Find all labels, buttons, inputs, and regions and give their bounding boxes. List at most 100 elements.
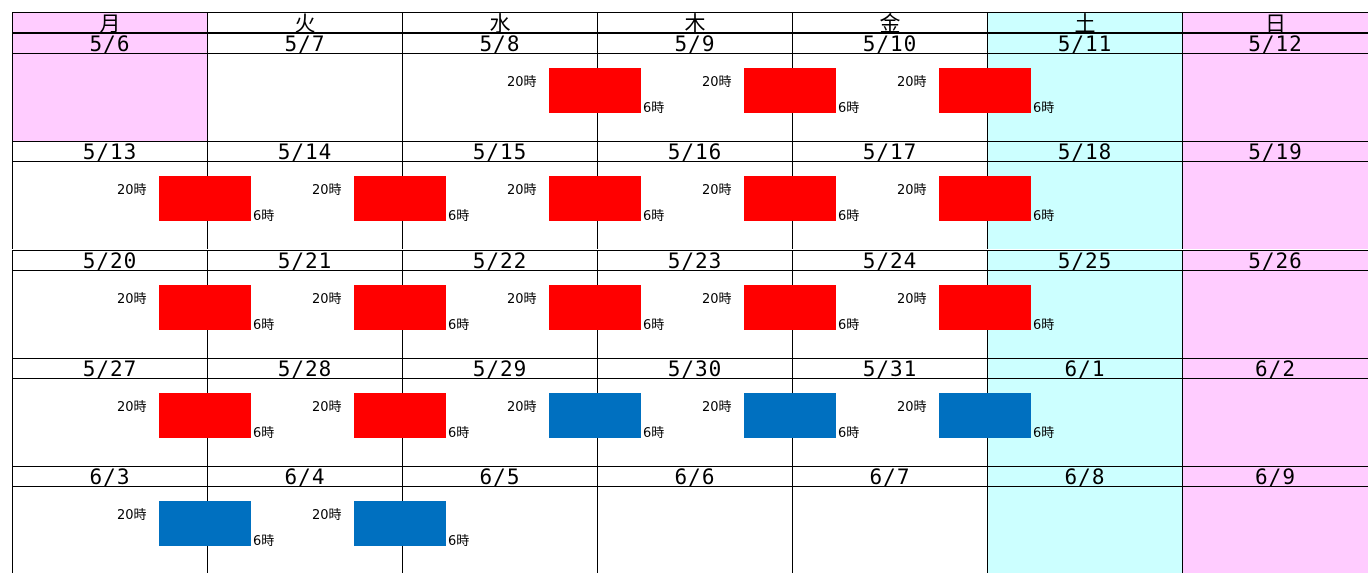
shift-end-label: 6時 xyxy=(253,318,275,333)
weekday-header: 日 xyxy=(1182,12,1368,36)
day-body-cell[interactable] xyxy=(402,54,597,141)
day-body-cell[interactable] xyxy=(1182,271,1368,358)
shift-start-label: 20時 xyxy=(507,292,537,307)
date-cell[interactable]: 6/4 xyxy=(207,465,402,489)
day-body-cell[interactable] xyxy=(1182,162,1368,249)
weekday-header: 土 xyxy=(987,12,1182,36)
shift-bar[interactable] xyxy=(549,68,641,113)
date-cell[interactable]: 5/16 xyxy=(597,140,792,164)
shift-bar[interactable] xyxy=(939,176,1031,221)
date-cell[interactable]: 5/9 xyxy=(597,32,792,56)
shift-start-label: 20時 xyxy=(117,292,147,307)
shift-bar[interactable] xyxy=(354,285,446,330)
weekday-header: 水 xyxy=(402,12,597,36)
day-body-cell[interactable] xyxy=(12,379,207,466)
date-cell[interactable]: 6/7 xyxy=(792,465,987,489)
shift-start-label: 20時 xyxy=(117,183,147,198)
date-cell[interactable]: 5/26 xyxy=(1182,249,1368,273)
shift-start-label: 20時 xyxy=(117,508,147,523)
date-cell[interactable]: 5/6 xyxy=(12,32,207,56)
shift-bar[interactable] xyxy=(549,393,641,438)
date-cell[interactable]: 5/12 xyxy=(1182,32,1368,56)
day-body-cell[interactable] xyxy=(12,487,207,573)
date-cell[interactable]: 5/27 xyxy=(12,357,207,381)
date-cell[interactable]: 5/19 xyxy=(1182,140,1368,164)
shift-bar[interactable] xyxy=(939,285,1031,330)
date-cell[interactable]: 5/7 xyxy=(207,32,402,56)
shift-start-label: 20時 xyxy=(702,400,732,415)
date-cell[interactable]: 5/21 xyxy=(207,249,402,273)
shift-bar[interactable] xyxy=(354,501,446,546)
date-cell[interactable]: 5/11 xyxy=(987,32,1182,56)
shift-bar[interactable] xyxy=(744,393,836,438)
shift-start-label: 20時 xyxy=(312,183,342,198)
shift-bar[interactable] xyxy=(939,68,1031,113)
shift-calendar: 月火水木金土日 5/6 5/7 5/8 5/9 5/10 5/11 5/12 20時 6時 20時 6… xyxy=(12,12,1368,576)
shift-end-label: 6時 xyxy=(253,534,275,549)
shift-start-label: 20時 xyxy=(702,183,732,198)
date-cell[interactable]: 6/8 xyxy=(987,465,1182,489)
date-cell[interactable]: 5/23 xyxy=(597,249,792,273)
shift-end-label: 6時 xyxy=(448,209,470,224)
day-body-cell[interactable] xyxy=(1182,487,1368,573)
weekday-header: 金 xyxy=(792,12,987,36)
shift-start-label: 20時 xyxy=(507,75,537,90)
date-cell[interactable]: 5/28 xyxy=(207,357,402,381)
day-body-cell[interactable] xyxy=(207,54,402,141)
date-cell[interactable]: 5/31 xyxy=(792,357,987,381)
shift-bar[interactable] xyxy=(549,176,641,221)
shift-start-label: 20時 xyxy=(897,75,927,90)
day-body-cell[interactable] xyxy=(1182,54,1368,141)
shift-end-label: 6時 xyxy=(1033,209,1055,224)
shift-start-label: 20時 xyxy=(312,508,342,523)
shift-bar[interactable] xyxy=(549,285,641,330)
date-cell[interactable]: 6/6 xyxy=(597,465,792,489)
date-cell[interactable]: 5/25 xyxy=(987,249,1182,273)
shift-end-label: 6時 xyxy=(1033,426,1055,441)
date-cell[interactable]: 6/1 xyxy=(987,357,1182,381)
date-cell[interactable]: 5/30 xyxy=(597,357,792,381)
date-cell[interactable]: 5/8 xyxy=(402,32,597,56)
shift-bar[interactable] xyxy=(354,393,446,438)
weekday-header: 火 xyxy=(207,12,402,36)
shift-end-label: 6時 xyxy=(253,426,275,441)
date-cell[interactable]: 5/18 xyxy=(987,140,1182,164)
shift-bar[interactable] xyxy=(744,68,836,113)
day-body-cell[interactable] xyxy=(792,487,987,573)
date-cell[interactable]: 6/5 xyxy=(402,465,597,489)
shift-bar[interactable] xyxy=(939,393,1031,438)
shift-start-label: 20時 xyxy=(702,292,732,307)
day-body-cell[interactable] xyxy=(597,487,792,573)
date-cell[interactable]: 5/24 xyxy=(792,249,987,273)
date-cell[interactable]: 5/13 xyxy=(12,140,207,164)
date-cell[interactable]: 5/10 xyxy=(792,32,987,56)
shift-start-label: 20時 xyxy=(117,400,147,415)
date-cell[interactable]: 6/3 xyxy=(12,465,207,489)
shift-bar[interactable] xyxy=(159,501,251,546)
shift-bar[interactable] xyxy=(159,176,251,221)
shift-start-label: 20時 xyxy=(897,183,927,198)
day-body-cell[interactable] xyxy=(12,54,207,141)
day-body-cell[interactable] xyxy=(12,271,207,358)
date-cell[interactable]: 5/14 xyxy=(207,140,402,164)
shift-bar[interactable] xyxy=(744,176,836,221)
date-cell[interactable]: 5/22 xyxy=(402,249,597,273)
date-cell[interactable]: 5/17 xyxy=(792,140,987,164)
day-body-cell[interactable] xyxy=(12,162,207,249)
date-cell[interactable]: 6/2 xyxy=(1182,357,1368,381)
shift-end-label: 6時 xyxy=(838,209,860,224)
shift-bar[interactable] xyxy=(159,285,251,330)
shift-end-label: 6時 xyxy=(838,426,860,441)
shift-bar[interactable] xyxy=(744,285,836,330)
weekday-header: 木 xyxy=(597,12,792,36)
date-cell[interactable]: 5/20 xyxy=(12,249,207,273)
date-cell[interactable]: 5/15 xyxy=(402,140,597,164)
day-body-cell[interactable] xyxy=(987,487,1182,573)
shift-start-label: 20時 xyxy=(312,292,342,307)
shift-end-label: 6時 xyxy=(838,318,860,333)
date-cell[interactable]: 6/9 xyxy=(1182,465,1368,489)
shift-bar[interactable] xyxy=(354,176,446,221)
date-cell[interactable]: 5/29 xyxy=(402,357,597,381)
shift-bar[interactable] xyxy=(159,393,251,438)
day-body-cell[interactable] xyxy=(1182,379,1368,466)
